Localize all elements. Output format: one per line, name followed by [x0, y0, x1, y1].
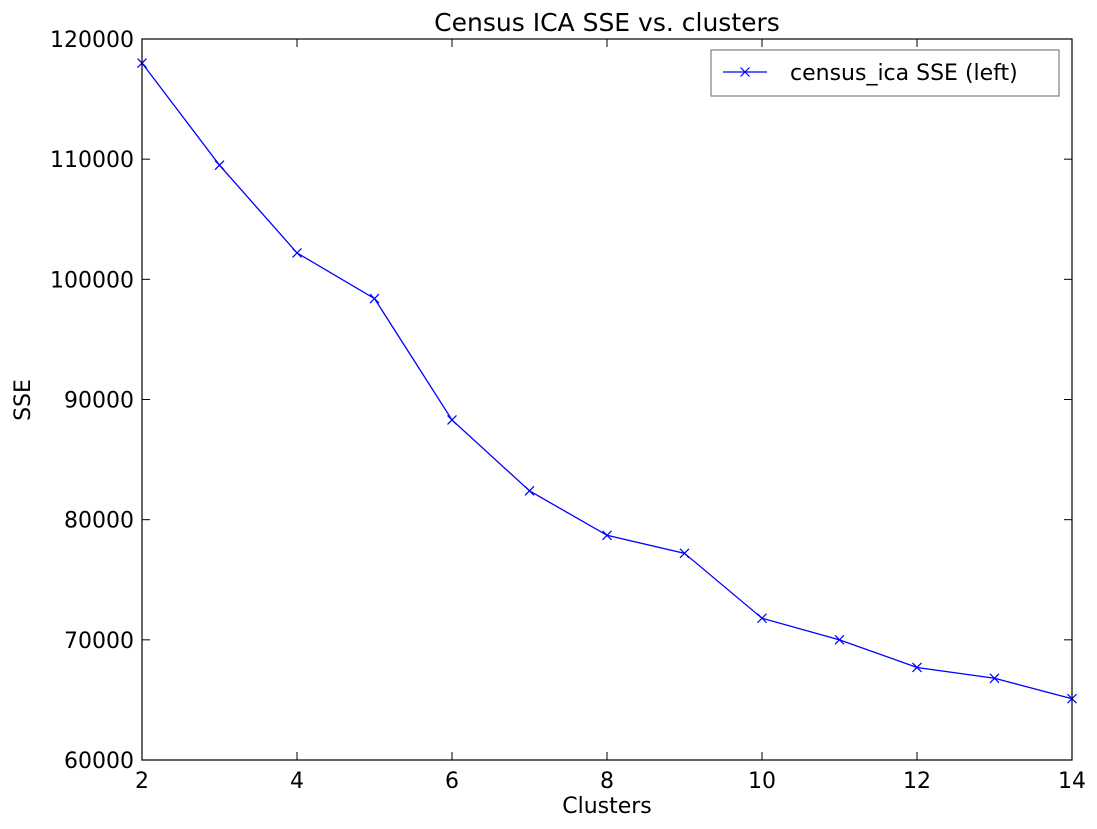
- series-layer: [137, 58, 1077, 704]
- x-tick-label-6: 14: [1058, 769, 1086, 794]
- y-tick-label-4: 100000: [50, 268, 134, 293]
- legend: census_ica SSE (left): [710, 49, 1060, 97]
- x-axis-label: Clusters: [562, 794, 652, 819]
- y-tick-label-3: 90000: [64, 389, 134, 414]
- data-point-0-1: [214, 160, 225, 171]
- y-tick-label-2: 80000: [64, 509, 134, 534]
- x-tick-label-2: 6: [445, 769, 459, 794]
- data-point-0-4: [447, 415, 457, 425]
- data-point-0-3: [369, 293, 380, 304]
- x-tick-label-0: 2: [135, 769, 149, 794]
- legend-box: [710, 49, 1060, 97]
- y-axis-label: SSE: [11, 379, 36, 421]
- y-tick-label-1: 70000: [64, 629, 134, 654]
- plot-frame: [141, 38, 1073, 761]
- ticks-layer: 2 4 6 8 10 12 14 60000 70000 80000 90000 100000 1100…: [50, 28, 1086, 794]
- data-point-0-6: [602, 530, 612, 541]
- x-tick-label-4: 10: [748, 769, 776, 794]
- x-tick-label-3: 8: [600, 769, 614, 794]
- x-tick-label-1: 4: [290, 769, 304, 794]
- series-line-0: [141, 62, 1073, 700]
- y-tick-label-5: 110000: [50, 148, 134, 173]
- data-point-0-5: [524, 485, 535, 496]
- legend-label: census_ica SSE (left): [790, 61, 1018, 86]
- y-tick-label-6: 120000: [50, 28, 134, 53]
- legend-marker: [740, 67, 750, 77]
- x-tick-label-5: 12: [903, 769, 931, 794]
- data-point-0-11: [989, 673, 1000, 684]
- y-tick-label-0: 60000: [64, 749, 134, 774]
- data-point-0-2: [292, 247, 302, 258]
- data-point-0-10: [912, 662, 922, 673]
- data-point-0-8: [757, 613, 767, 624]
- data-point-0-9: [834, 634, 845, 645]
- chart-title: Census ICA SSE vs. clusters: [434, 8, 780, 37]
- data-point-0-7: [679, 548, 690, 559]
- legend-marker-x: [740, 67, 750, 77]
